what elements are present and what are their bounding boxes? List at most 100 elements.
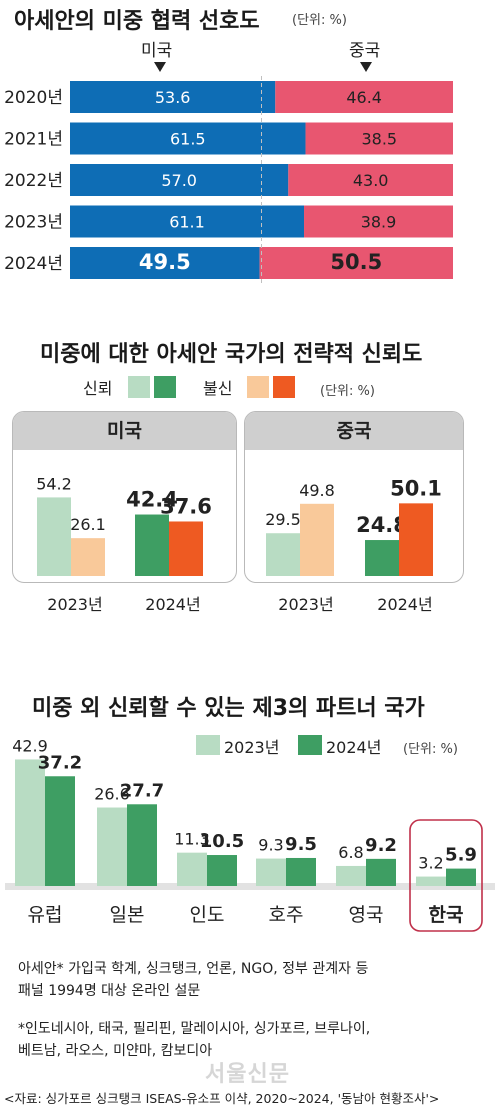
legend-trust-2024-swatch	[154, 376, 176, 398]
source-note: <자료: 싱가포르 싱크탱크 ISEAS-유소프 이샥, 2020~2024, …	[4, 1091, 440, 1106]
china-trust-panel: 중국 29.5 49.8 24.8 50.1	[244, 411, 464, 583]
distrust-value-label: 49.8	[299, 481, 335, 500]
bar-2024	[127, 804, 157, 886]
preference-chart: 2020년 53.6 46.4 2021년 61.5 38.5 2022년 57.0 43.0 2…	[4, 76, 453, 284]
panel-year-label: 2023년	[278, 595, 333, 614]
usa-value-label: 49.5	[139, 250, 191, 274]
trust-bar	[135, 514, 169, 576]
trust-year-labels: 2023년 2024년 2023년 2024년	[47, 595, 432, 614]
year-label: 2020년	[4, 88, 63, 108]
year-label: 2022년	[4, 171, 63, 191]
value-label-2024: 9.5	[285, 834, 317, 855]
value-label-2024: 37.2	[38, 752, 82, 773]
value-label-2023: 42.9	[12, 740, 48, 755]
value-label-2024: 9.2	[365, 835, 397, 856]
section3-unit: (단위: %)	[403, 742, 458, 757]
asean-note-line2: 베트남, 라오스, 미얀마, 캄보디아	[18, 1043, 213, 1059]
china-value-label: 46.4	[346, 88, 382, 107]
section1-unit: (단위: %)	[292, 13, 347, 28]
trust-bar	[37, 497, 71, 576]
usa-bar	[70, 81, 276, 113]
china-bar	[304, 205, 453, 238]
trust-value-label: 42.4	[126, 488, 178, 512]
china-trust-chart: 29.549.824.850.1	[265, 476, 442, 576]
distrust-bar	[71, 538, 105, 576]
value-label-2023: 9.3	[258, 836, 283, 855]
bar-2023	[416, 876, 446, 886]
china-pointer-icon	[360, 62, 372, 72]
value-label-2023: 3.2	[418, 854, 443, 873]
year-label: 2023년	[4, 213, 63, 233]
highlight-box	[409, 819, 483, 932]
distrust-bar	[300, 503, 334, 576]
survey-note-line1: 아세안* 가입국 학계, 싱크탱크, 언론, NGO, 정부 관계자 등	[18, 961, 369, 977]
pointer-arrows	[154, 62, 372, 72]
usa-label: 미국	[141, 41, 173, 61]
value-label-2023: 6.8	[338, 843, 363, 862]
usa-bar	[70, 205, 305, 238]
china-value-label: 38.9	[361, 213, 397, 232]
value-label-2023: 26.6	[94, 785, 130, 804]
distrust-value-label: 26.1	[70, 515, 106, 534]
legend-trust-label: 신뢰	[83, 379, 113, 398]
country-label: 한국	[429, 904, 464, 926]
bar-2023	[15, 759, 45, 886]
trust-value-label: 29.5	[265, 510, 301, 529]
china-value-label: 43.0	[353, 171, 389, 190]
usa-value-label: 53.6	[155, 88, 191, 107]
usa-value-label: 57.0	[161, 171, 197, 190]
panel-year-label: 2024년	[145, 595, 200, 614]
bar-2023	[256, 858, 286, 886]
usa-trust-panel: 미국 54.2 26.1 42.4 37.6	[12, 411, 237, 583]
legend-2024-label: 2024년	[326, 738, 382, 757]
section1-title: 아세안의 미중 협력 선호도	[14, 9, 260, 34]
value-label-2024: 27.7	[120, 780, 164, 801]
survey-note-line2: 패널 1994명 대상 온라인 설문	[18, 983, 201, 999]
watermark-logo: 서울신문	[205, 1062, 290, 1087]
china-value-label: 38.5	[361, 130, 397, 149]
value-label-2024: 5.9	[445, 845, 477, 866]
bar-2024	[45, 776, 75, 886]
trust-bar	[365, 540, 399, 576]
china-bar	[275, 81, 453, 113]
distrust-bar	[169, 521, 203, 576]
trust-bar	[266, 533, 300, 576]
bar-2024	[207, 855, 237, 886]
china-label: 중국	[349, 41, 381, 61]
usa-trust-chart: 54.2 26.1 42.437.6	[36, 474, 212, 576]
panel-year-label: 2023년	[47, 595, 102, 614]
china-bar	[288, 164, 453, 196]
year-label: 2024년	[4, 254, 63, 274]
distrust-bar	[399, 503, 433, 576]
bar-2024	[286, 857, 316, 886]
usa-value-label: 61.1	[169, 213, 205, 232]
bar-2023	[336, 865, 366, 886]
country-label: 호주	[269, 904, 304, 926]
legend-distrust-2023-swatch	[247, 376, 269, 398]
legend-distrust-label: 불신	[203, 379, 233, 398]
china-bar	[259, 247, 453, 279]
distrust-value-label: 50.1	[390, 476, 442, 500]
distrust-value-label: 37.6	[160, 494, 212, 518]
usa-bar	[70, 122, 306, 155]
value-label-2024: 10.5	[200, 831, 244, 852]
legend-distrust-2024-swatch	[273, 376, 295, 398]
trust-value-label: 54.2	[36, 474, 72, 493]
bar-2024	[366, 858, 396, 886]
china-bar	[305, 122, 453, 155]
legend-2023-swatch	[196, 735, 220, 755]
partner-chart: 42.937.2 유럽 26.627.7 일본 11.310.5 인도 9.3 9.5 호주 6.…	[5, 740, 495, 932]
usa-bar	[70, 164, 289, 196]
country-label: 유럽	[28, 904, 63, 926]
legend-2024-swatch	[298, 735, 322, 755]
legend-2023-label: 2023년	[224, 738, 280, 757]
usa-bar	[70, 247, 260, 279]
bar-2023	[97, 807, 127, 886]
asean-note-line1: *인도네시아, 태국, 필리핀, 말레이시아, 싱가포르, 브루나이,	[18, 1021, 371, 1037]
bar-2023	[177, 852, 207, 886]
section2-title: 미중에 대한 아세안 국가의 전략적 신뢰도	[40, 342, 423, 367]
china-value-label: 50.5	[330, 250, 382, 274]
usa-pointer-icon	[154, 62, 166, 72]
legend-trust-2023-swatch	[128, 376, 150, 398]
bar-2024	[446, 868, 476, 886]
